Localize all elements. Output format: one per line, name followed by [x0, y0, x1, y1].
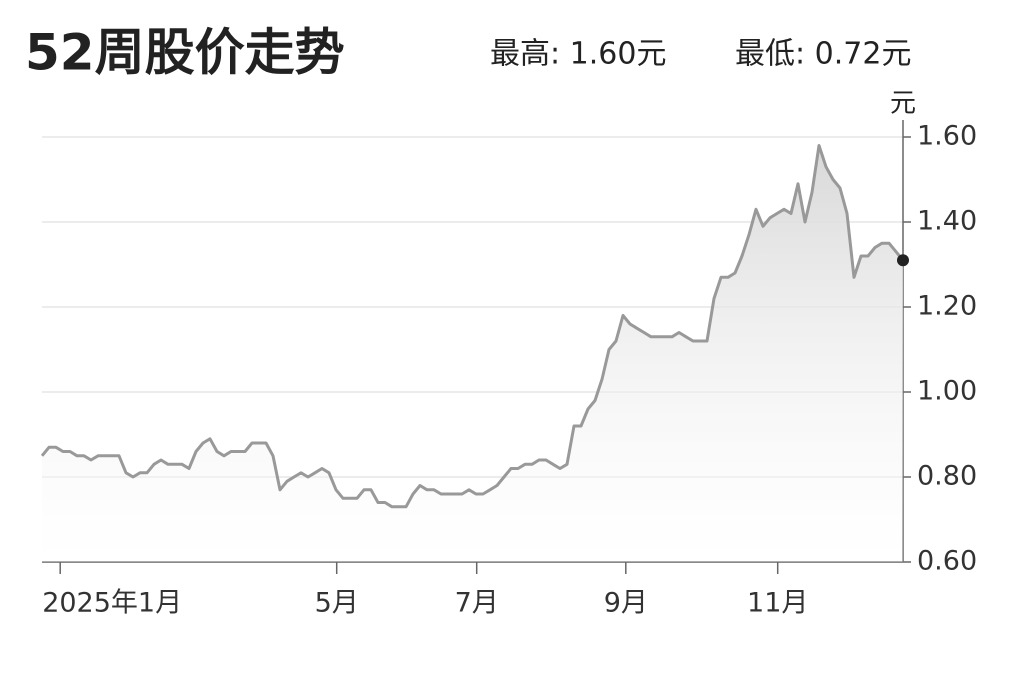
y-tick-label: 1.00	[917, 376, 977, 407]
y-tick-label: 0.60	[917, 546, 977, 577]
line	[40, 144, 905, 509]
chart-title: 52周股价走势	[25, 24, 345, 82]
y-unit: 元	[890, 89, 916, 119]
area	[42, 145, 903, 562]
x-tick-label: 11月	[747, 588, 808, 619]
x-tick-label: 2025年1月	[42, 588, 182, 619]
y-tick-label: 1.40	[917, 206, 977, 237]
x-tick-label: 5月	[315, 588, 359, 619]
annotation: 最低: 0.72元	[735, 37, 911, 72]
y-tick-label: 0.80	[917, 461, 977, 492]
annotation: 最高: 1.60元	[490, 37, 666, 72]
end-marker	[897, 254, 909, 267]
x-tick-label: 9月	[604, 588, 648, 619]
y-tick-label: 1.20	[917, 291, 977, 322]
x-tick-label: 7月	[455, 588, 499, 619]
y-tick-label: 1.60	[917, 121, 977, 152]
